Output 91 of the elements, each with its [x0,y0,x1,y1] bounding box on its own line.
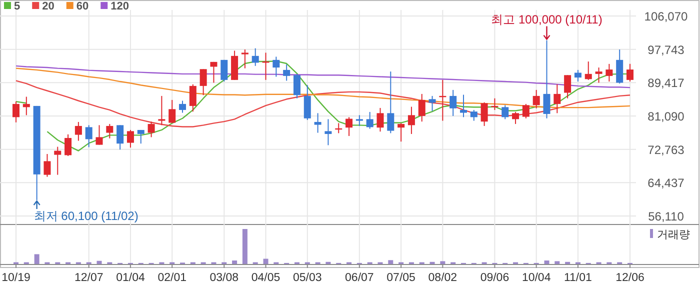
candlestick [96,124,103,146]
candlestick [241,49,248,69]
bar [242,229,248,264]
candlestick [626,63,634,82]
candlestick [574,69,582,82]
candlestick [606,63,613,82]
candlestick [387,71,394,134]
candlestick [595,67,602,84]
legend-label: 5 [14,0,20,12]
x-tick-label: 06/07 [345,272,374,284]
candlestick [85,124,92,148]
candlestick [137,129,144,144]
candlestick [304,84,311,120]
candlestick [324,118,332,146]
candlestick [428,95,436,112]
legend-label: 120 [110,0,129,12]
candlestick [179,100,186,114]
y-tick-label: 89,417 [648,76,685,90]
candlestick [346,116,353,136]
candlestick [148,121,155,138]
candlestick [460,94,467,118]
candlestick [554,84,561,114]
y-tick-label: 106,070 [644,10,688,24]
bar [544,260,550,264]
y-tick-label: 97,743 [648,42,685,57]
candlestick [168,99,176,124]
x-tick-label: 04/05 [251,272,280,284]
candlestick [450,89,457,116]
candlestick [314,112,322,134]
y-tick-label: 64,437 [648,176,685,190]
legend-label: 60 [76,0,89,12]
candlestick [480,102,488,126]
candlestick [74,121,82,142]
bar [263,258,268,264]
candlestick [616,49,624,84]
candlestick [502,104,509,120]
candlestick [126,129,134,148]
candlestick [522,103,530,119]
legend-label: 거래량 [657,229,690,241]
x-tick-label: 10/19 [2,272,30,284]
x-tick-label: 12/06 [616,272,644,284]
x-tick-label: 07/05 [386,272,416,284]
candlestick [189,84,196,112]
candlestick [220,59,228,82]
candlestick [532,89,540,109]
candlestick [584,61,592,80]
candlestick [54,146,62,176]
x-tick-label: 09/06 [480,272,510,284]
candlestick [512,111,520,124]
x-tick-label: 02/01 [158,272,186,284]
candlestick [376,107,384,132]
bar [388,260,394,264]
annotation: 최저 60,100 (11/02) [34,209,138,224]
candlestick [22,96,30,116]
candlestick [366,111,374,130]
candlestick [293,73,300,99]
x-tick-label: 10/04 [522,272,552,284]
candlestick [564,74,572,99]
candlestick [210,61,218,84]
candlestick [44,153,51,178]
x-tick-label: 01/04 [116,272,146,284]
candlestick [12,101,20,123]
candlestick [272,56,280,78]
x-tick-label: 03/08 [210,272,239,284]
candlestick [543,40,550,119]
bar [34,254,40,264]
candlestick [283,64,290,82]
candlestick [356,114,363,126]
candlestick [116,124,124,150]
candlestick [252,48,259,66]
candlestick [418,93,426,122]
bar [554,261,560,264]
candlestick [158,95,166,126]
candlestick [64,134,72,156]
x-tick-label: 05/03 [293,272,322,284]
bar [96,260,102,264]
legend-label: 20 [42,0,54,12]
candlestick [470,109,478,122]
x-tick-label: 08/02 [428,272,458,284]
x-tick-label: 12/07 [74,272,104,284]
candlestick [408,106,415,134]
y-tick-label: 56,110 [648,210,684,224]
annotation: 최고 100,000 (10/11) [491,12,602,26]
y-tick-label: 81,090 [648,110,685,124]
x-tick-label: 11/01 [564,272,592,284]
y-tick-label: 72,763 [648,142,685,157]
candlestick [398,122,405,142]
bar [440,261,446,264]
candlestick [200,68,207,96]
bar [232,260,238,264]
candlestick [106,123,114,139]
